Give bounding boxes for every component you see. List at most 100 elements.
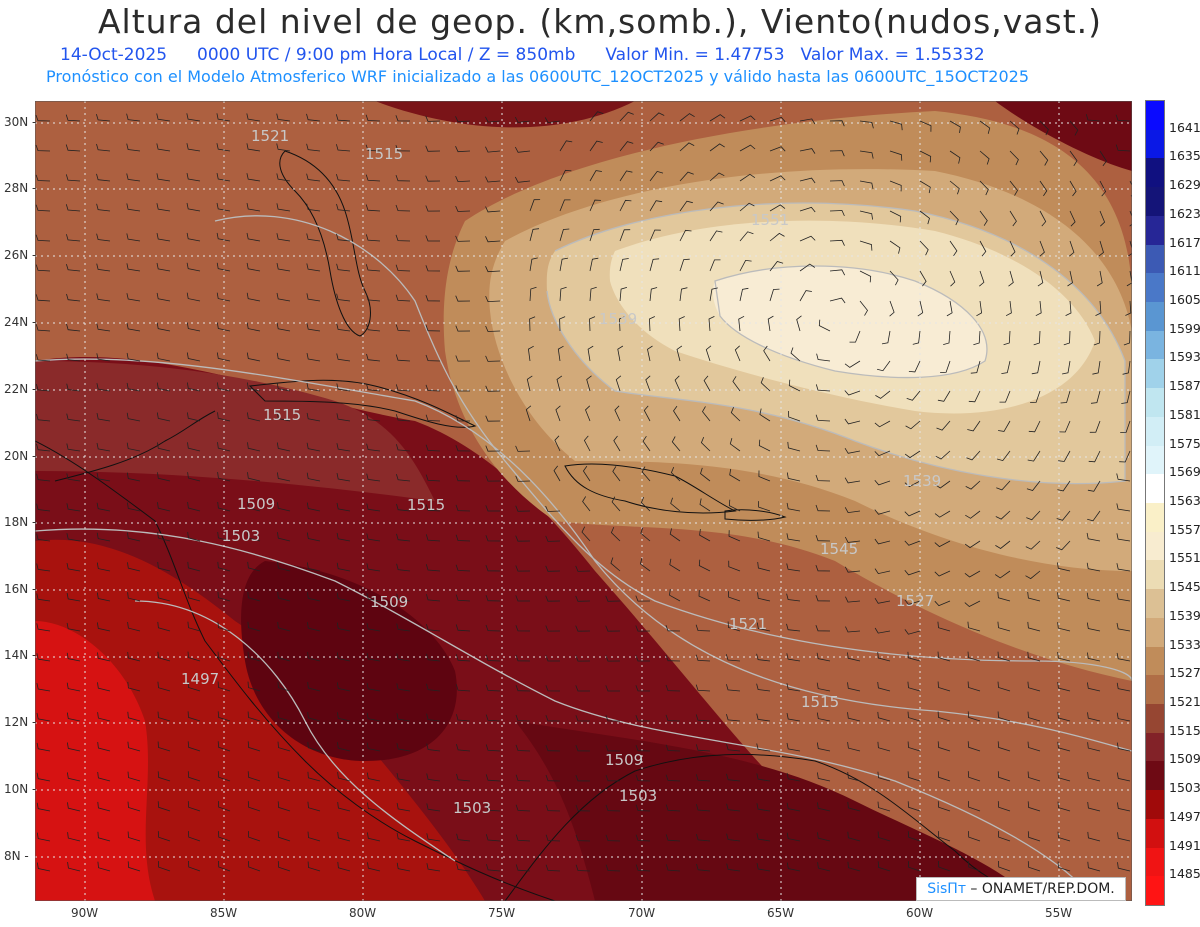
wind-barb	[1037, 270, 1044, 287]
wind-barb	[127, 711, 141, 722]
wind-barb	[127, 861, 141, 872]
wind-barb	[799, 290, 812, 302]
wind-barb	[485, 116, 501, 123]
wind-barb	[907, 831, 921, 842]
wind-barb	[395, 115, 411, 122]
wind-barb	[1003, 330, 1011, 346]
wind-barb	[756, 773, 771, 782]
max-value-text: Valor Max. = 1.55332	[800, 45, 985, 65]
wind-barb	[66, 413, 81, 422]
colorbar-level-label: 1575	[1169, 435, 1200, 451]
wind-barb	[907, 741, 921, 752]
wind-barb	[395, 354, 411, 362]
wind-barb	[815, 595, 831, 602]
wind-barb	[218, 860, 231, 872]
wind-barb	[673, 405, 681, 422]
wind-barb	[726, 803, 741, 812]
wind-barb	[186, 262, 201, 272]
wind-barb	[998, 420, 1011, 432]
wind-barb	[829, 269, 846, 276]
wind-barb	[485, 684, 501, 692]
wind-barb	[1086, 532, 1101, 542]
wind-barb	[337, 712, 351, 722]
wind-barb	[337, 742, 351, 752]
wind-barb	[336, 622, 351, 632]
wind-barb	[1028, 420, 1041, 433]
wind-barb	[1116, 742, 1131, 752]
wind-barb	[1027, 861, 1041, 872]
wind-barb	[66, 533, 81, 542]
wind-barb	[1039, 210, 1047, 227]
wind-barb	[187, 561, 201, 572]
wind-barb	[635, 774, 651, 782]
wind-barb	[515, 714, 531, 722]
contour-label: 1521	[251, 127, 289, 145]
wind-barb	[940, 360, 951, 373]
wind-barb	[1058, 450, 1071, 462]
wind-barb	[1027, 621, 1041, 632]
wind-barb	[847, 682, 861, 692]
wind-barb	[366, 473, 381, 482]
wind-barb	[425, 444, 441, 452]
wind-barb	[674, 375, 681, 392]
wind-barb	[545, 774, 561, 782]
wind-barb	[705, 345, 712, 362]
wind-barb	[876, 360, 891, 372]
wind-barb	[949, 210, 959, 226]
wind-barb	[455, 415, 471, 422]
contour-1551-line	[714, 265, 988, 379]
wind-barb	[1087, 742, 1101, 752]
wind-barb	[66, 234, 81, 242]
wind-barb	[968, 860, 981, 872]
wind-barb	[66, 263, 81, 272]
wind-barb	[66, 293, 81, 302]
lat-label: 28N -	[4, 181, 37, 195]
wind-barb	[679, 113, 695, 122]
wind-barb	[769, 175, 786, 182]
wind-barb	[217, 382, 231, 392]
wind-barb	[769, 261, 784, 272]
wind-barb	[66, 592, 81, 602]
wind-barb	[786, 472, 801, 482]
wind-barb	[726, 773, 741, 782]
wind-barb	[979, 120, 991, 134]
wind-barb	[515, 655, 531, 662]
coast-central-america	[35, 440, 556, 901]
wind-barb	[247, 681, 261, 692]
wind-barb	[1039, 240, 1045, 257]
wind-barb	[248, 831, 261, 842]
wind-barb	[859, 300, 868, 316]
wind-barb	[217, 442, 231, 452]
wind-barb	[904, 540, 921, 546]
wind-barb	[425, 235, 440, 242]
contour-label: 1515	[365, 145, 403, 163]
wind-barb	[67, 772, 81, 782]
wind-barb	[1099, 150, 1107, 167]
wind-barb	[847, 861, 861, 872]
wind-barb	[306, 353, 321, 362]
lat-label: 8N -	[4, 849, 29, 863]
wind-barb	[66, 323, 81, 332]
wind-barb	[726, 863, 741, 872]
wind-barb	[907, 651, 921, 662]
wind-barb	[1027, 801, 1041, 812]
wind-barb	[366, 742, 381, 752]
wind-barb	[557, 345, 564, 362]
wind-barb	[277, 472, 291, 482]
wind-barb	[559, 228, 570, 242]
wind-barb	[396, 503, 411, 512]
wind-barb	[937, 711, 951, 722]
wind-barb	[788, 379, 801, 392]
colorbar-level-label: 1497	[1169, 808, 1200, 824]
wind-barb	[396, 444, 411, 452]
wind-barb	[66, 443, 81, 452]
wind-barb	[485, 295, 501, 303]
wind-barb	[1115, 114, 1131, 122]
wind-barb	[67, 862, 81, 872]
wind-barb	[156, 322, 171, 332]
wind-barb	[725, 654, 741, 662]
wind-barb	[186, 173, 201, 182]
wind-barb	[396, 773, 411, 782]
wind-barb	[65, 204, 81, 212]
wind-barb	[485, 146, 501, 153]
